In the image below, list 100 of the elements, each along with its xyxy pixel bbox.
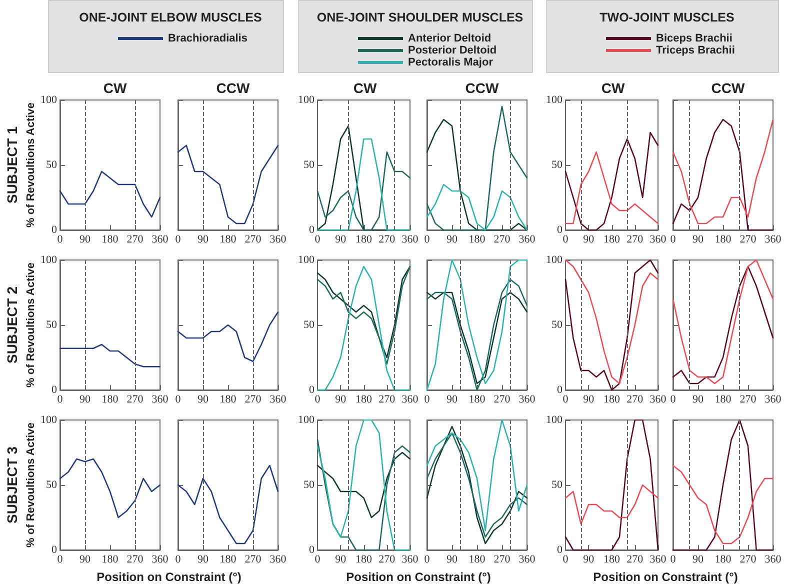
y-tick-label: 0 <box>557 544 563 556</box>
x-tick-label: 270 <box>740 554 757 566</box>
y-axis-title: % of Revoultions Active <box>25 262 38 388</box>
x-tick-label: 270 <box>626 234 644 246</box>
y-tick-label: 50 <box>552 319 563 331</box>
x-tick-label: 90 <box>692 394 704 406</box>
x-tick-label: 270 <box>378 554 396 566</box>
x-tick-label: 180 <box>468 234 486 246</box>
x-tick-label: 270 <box>126 394 144 406</box>
y-tick-label: 0 <box>52 544 58 556</box>
x-tick-label: 270 <box>378 234 396 246</box>
chart-title: CW <box>601 80 626 96</box>
x-tick-label: 360 <box>270 234 287 246</box>
y-tick-label: 50 <box>552 159 563 171</box>
x-tick-label: 360 <box>402 554 419 566</box>
x-tick-label: 180 <box>604 234 620 246</box>
chart-title: CW <box>103 80 128 96</box>
x-tick-label: 90 <box>80 554 91 566</box>
x-tick-label: 180 <box>102 394 119 406</box>
y-axis-title: % of Revoultions Active <box>25 422 38 548</box>
text: SUBJECT 1 <box>4 126 20 204</box>
x-tick-label: 0 <box>175 554 182 566</box>
y-tick-label: 50 <box>46 159 58 171</box>
x-tick-label: 180 <box>714 234 732 246</box>
x-tick-label: 0 <box>670 234 676 246</box>
x-tick-label: 270 <box>494 234 511 246</box>
x-tick-label: 270 <box>494 554 511 566</box>
y-tick-label: 50 <box>304 319 315 331</box>
y-tick-label: 50 <box>552 479 563 491</box>
x-tick-label: 90 <box>80 394 91 406</box>
x-tick-label: 270 <box>378 394 396 406</box>
y-tick-label: 100 <box>298 254 315 266</box>
y-tick-label: 100 <box>298 414 315 426</box>
x-tick-label: 360 <box>152 234 169 246</box>
x-tick-label: 180 <box>102 554 119 566</box>
x-tick-label: 270 <box>626 554 644 566</box>
x-tick-label: 360 <box>650 394 667 406</box>
y-tick-label: 0 <box>557 384 563 396</box>
y-tick-label: 0 <box>309 544 315 556</box>
x-tick-label: 180 <box>356 234 372 246</box>
x-tick-label: 90 <box>80 234 91 246</box>
y-tick-label: 50 <box>304 159 315 171</box>
x-tick-label: 360 <box>270 554 287 566</box>
x-tick-label: 270 <box>244 394 262 406</box>
x-tick-label: 360 <box>518 234 536 246</box>
y-tick-label: 100 <box>546 254 563 266</box>
y-tick-label: 50 <box>304 479 315 491</box>
x-tick-label: 180 <box>220 554 237 566</box>
x-tick-label: 90 <box>198 554 209 566</box>
x-tick-label: 360 <box>402 394 419 406</box>
y-tick-label: 100 <box>298 94 315 106</box>
x-tick-label: 270 <box>740 394 757 406</box>
y-tick-label: 100 <box>546 94 563 106</box>
y-tick-label: 50 <box>46 319 58 331</box>
x-tick-label: 360 <box>650 234 667 246</box>
x-tick-label: 180 <box>102 234 119 246</box>
x-tick-label: 0 <box>424 234 430 246</box>
legend-title: TWO-JOINT MUSCLES <box>600 10 734 24</box>
x-tick-label: 180 <box>468 554 486 566</box>
x-tick-label: 360 <box>764 394 782 406</box>
legend-label: Posterior Deltoid <box>408 44 497 56</box>
x-tick-label: 360 <box>152 394 169 406</box>
x-tick-label: 180 <box>604 394 620 406</box>
legend-label: Pectoralis Major <box>408 56 494 68</box>
y-axis-title: % of Revoultions Active <box>25 102 38 228</box>
text: SUBJECT 3 <box>4 446 20 524</box>
x-tick-label: 180 <box>220 234 237 246</box>
x-tick-label: 90 <box>583 394 595 406</box>
x-tick-label: 180 <box>714 394 732 406</box>
x-tick-label: 360 <box>402 234 419 246</box>
y-tick-label: 100 <box>546 414 563 426</box>
y-tick-label: 0 <box>557 224 563 236</box>
x-tick-label: 360 <box>764 234 782 246</box>
x-axis-title: Position on Constraint (°) <box>593 570 738 584</box>
chart-title: CCW <box>216 80 250 96</box>
legend-label: Anterior Deltoid <box>408 32 492 44</box>
x-tick-label: 270 <box>126 554 144 566</box>
x-tick-label: 90 <box>446 394 458 406</box>
x-tick-label: 0 <box>175 394 182 406</box>
x-tick-label: 0 <box>670 394 676 406</box>
x-tick-label: 180 <box>356 394 372 406</box>
legend-title: ONE-JOINT ELBOW MUSCLES <box>79 10 262 24</box>
legend-label: Brachioradialis <box>168 32 248 44</box>
x-tick-label: 360 <box>650 554 667 566</box>
x-tick-label: 90 <box>583 234 595 246</box>
x-tick-label: 270 <box>126 234 144 246</box>
text: SUBJECT 2 <box>4 286 20 364</box>
x-tick-label: 90 <box>335 554 347 566</box>
x-axis-title: Position on Constraint (°) <box>96 570 242 584</box>
legend-label: Biceps Brachii <box>656 32 732 44</box>
legend-label: Triceps Brachii <box>656 44 735 56</box>
y-tick-label: 0 <box>52 224 58 236</box>
x-tick-label: 180 <box>220 394 237 406</box>
y-tick-label: 0 <box>52 384 58 396</box>
y-tick-label: 0 <box>309 384 315 396</box>
x-tick-label: 0 <box>175 234 182 246</box>
x-tick-label: 90 <box>692 234 704 246</box>
x-tick-label: 90 <box>198 394 209 406</box>
x-tick-label: 180 <box>468 394 486 406</box>
x-tick-label: 90 <box>446 554 458 566</box>
